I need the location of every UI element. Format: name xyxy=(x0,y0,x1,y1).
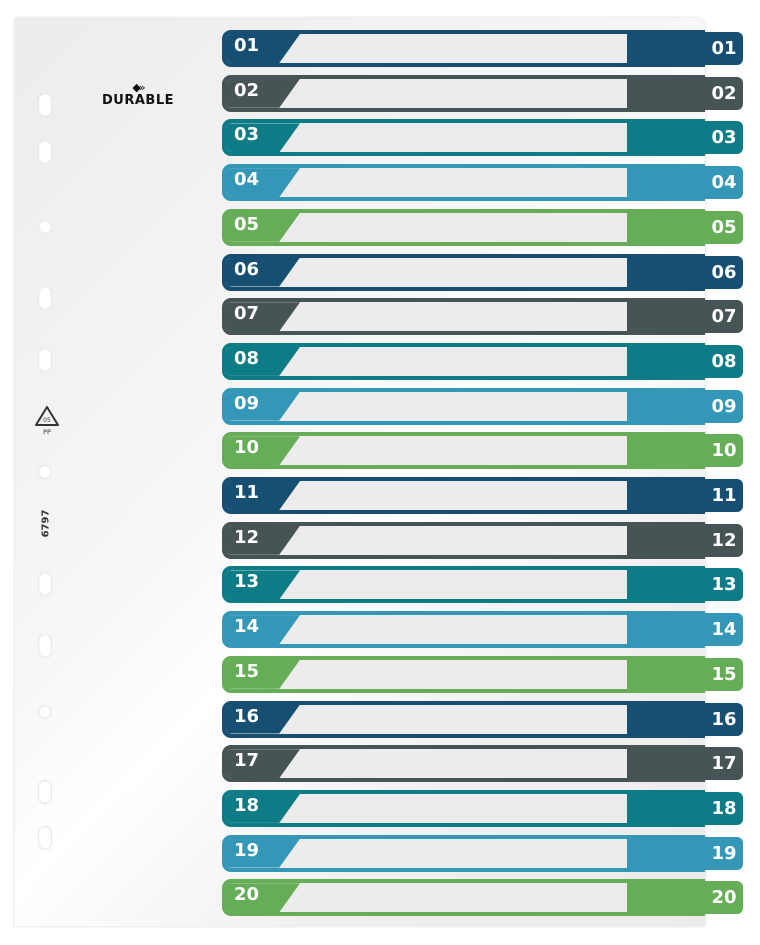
tab-14[interactable]: 14 xyxy=(705,613,743,647)
row-color-block xyxy=(627,208,705,246)
row-color-block xyxy=(627,879,705,917)
row-color-block xyxy=(627,30,705,67)
punch-hole xyxy=(38,634,52,658)
row-label: 15 xyxy=(234,660,260,682)
punch-hole xyxy=(38,286,52,310)
punch-hole xyxy=(38,140,52,164)
product-code: 6797 xyxy=(40,509,52,538)
divider-row-01: 01 xyxy=(222,30,705,67)
durable-logo: ◆» DURABLE xyxy=(92,82,184,108)
recycle-code: 05 xyxy=(43,417,51,424)
tab-11[interactable]: 11 xyxy=(705,479,743,512)
row-label: 16 xyxy=(234,705,260,727)
row-label: 06 xyxy=(234,258,260,280)
row-color-block xyxy=(627,700,705,738)
divider-row-17: 17 xyxy=(222,745,705,783)
row-label: 19 xyxy=(234,839,260,861)
divider-row-15: 15 xyxy=(222,655,705,693)
row-label: 04 xyxy=(234,169,260,191)
row-color-block xyxy=(627,745,705,783)
divider-row-07: 07 xyxy=(222,298,705,336)
row-color-block xyxy=(627,834,705,872)
row-label: 01 xyxy=(234,35,260,56)
divider-row-11: 11 xyxy=(222,477,705,514)
tab-06[interactable]: 06 xyxy=(705,255,743,289)
divider-row-10: 10 xyxy=(222,432,705,470)
row-label: 05 xyxy=(234,213,260,235)
tab-10[interactable]: 10 xyxy=(705,434,743,468)
divider-row-12: 12 xyxy=(222,521,705,559)
tab-20[interactable]: 20 xyxy=(705,881,743,915)
row-color-block xyxy=(627,298,705,336)
divider-row-19: 19 xyxy=(222,834,705,872)
row-label: 13 xyxy=(234,571,260,593)
row-label: 10 xyxy=(234,437,260,459)
row-color-block xyxy=(627,342,705,380)
row-color-block xyxy=(627,119,705,157)
tab-13[interactable]: 13 xyxy=(705,568,743,602)
tab-09[interactable]: 09 xyxy=(705,389,743,423)
divider-row-09: 09 xyxy=(222,387,705,425)
row-label: 20 xyxy=(234,884,260,906)
tab-04[interactable]: 04 xyxy=(705,166,743,200)
divider-row-13: 13 xyxy=(222,566,705,604)
row-label: 09 xyxy=(234,392,260,414)
row-color-block xyxy=(627,655,705,693)
divider-row-04: 04 xyxy=(222,164,705,202)
divider-row-20: 20 xyxy=(222,879,705,917)
row-color-block xyxy=(627,74,705,112)
row-label: 17 xyxy=(234,750,260,772)
tab-12[interactable]: 12 xyxy=(705,523,743,557)
row-label: 11 xyxy=(234,482,260,503)
logo-mark-icon: ◆» xyxy=(132,81,145,94)
punch-hole xyxy=(38,465,52,479)
tab-15[interactable]: 15 xyxy=(705,657,743,691)
tab-01[interactable]: 01 xyxy=(705,32,743,65)
divider-row-08: 08 xyxy=(222,342,705,380)
divider-row-18: 18 xyxy=(222,789,705,827)
tab-05[interactable]: 05 xyxy=(705,210,743,244)
punch-hole xyxy=(38,826,52,850)
row-color-block xyxy=(627,477,705,514)
divider-row-03: 03 xyxy=(222,119,705,157)
row-color-block xyxy=(627,611,705,649)
row-label: 03 xyxy=(234,124,260,146)
tab-18[interactable]: 18 xyxy=(705,791,743,825)
row-label: 12 xyxy=(234,526,260,548)
recycle-icon: 05 PP xyxy=(35,406,59,436)
row-label: 18 xyxy=(234,794,260,816)
divider-row-14: 14 xyxy=(222,611,705,649)
punch-hole xyxy=(38,348,52,372)
punch-hole xyxy=(38,780,52,804)
divider-row-02: 02 xyxy=(222,74,705,112)
row-color-block xyxy=(627,566,705,604)
logo-text: DURABLE xyxy=(102,93,174,108)
recycle-material: PP xyxy=(43,428,51,436)
tab-03[interactable]: 03 xyxy=(705,121,743,155)
row-color-block xyxy=(627,789,705,827)
punch-hole xyxy=(38,572,52,596)
row-color-block xyxy=(627,432,705,470)
row-label: 02 xyxy=(234,79,260,101)
divider-row-05: 05 xyxy=(222,208,705,246)
row-color-block xyxy=(627,253,705,291)
tab-02[interactable]: 02 xyxy=(705,76,743,110)
row-label: 07 xyxy=(234,303,260,325)
divider-row-16: 16 xyxy=(222,700,705,738)
tab-19[interactable]: 19 xyxy=(705,836,743,870)
row-color-block xyxy=(627,164,705,202)
divider-row-06: 06 xyxy=(222,253,705,291)
row-color-block xyxy=(627,387,705,425)
punch-hole xyxy=(38,93,52,117)
row-label: 08 xyxy=(234,347,260,369)
punch-hole xyxy=(38,705,52,719)
tab-08[interactable]: 08 xyxy=(705,344,743,378)
row-color-block xyxy=(627,521,705,559)
row-label: 14 xyxy=(234,616,260,638)
tab-17[interactable]: 17 xyxy=(705,747,743,781)
tab-16[interactable]: 16 xyxy=(705,702,743,736)
punch-hole xyxy=(38,220,52,234)
tab-07[interactable]: 07 xyxy=(705,300,743,334)
